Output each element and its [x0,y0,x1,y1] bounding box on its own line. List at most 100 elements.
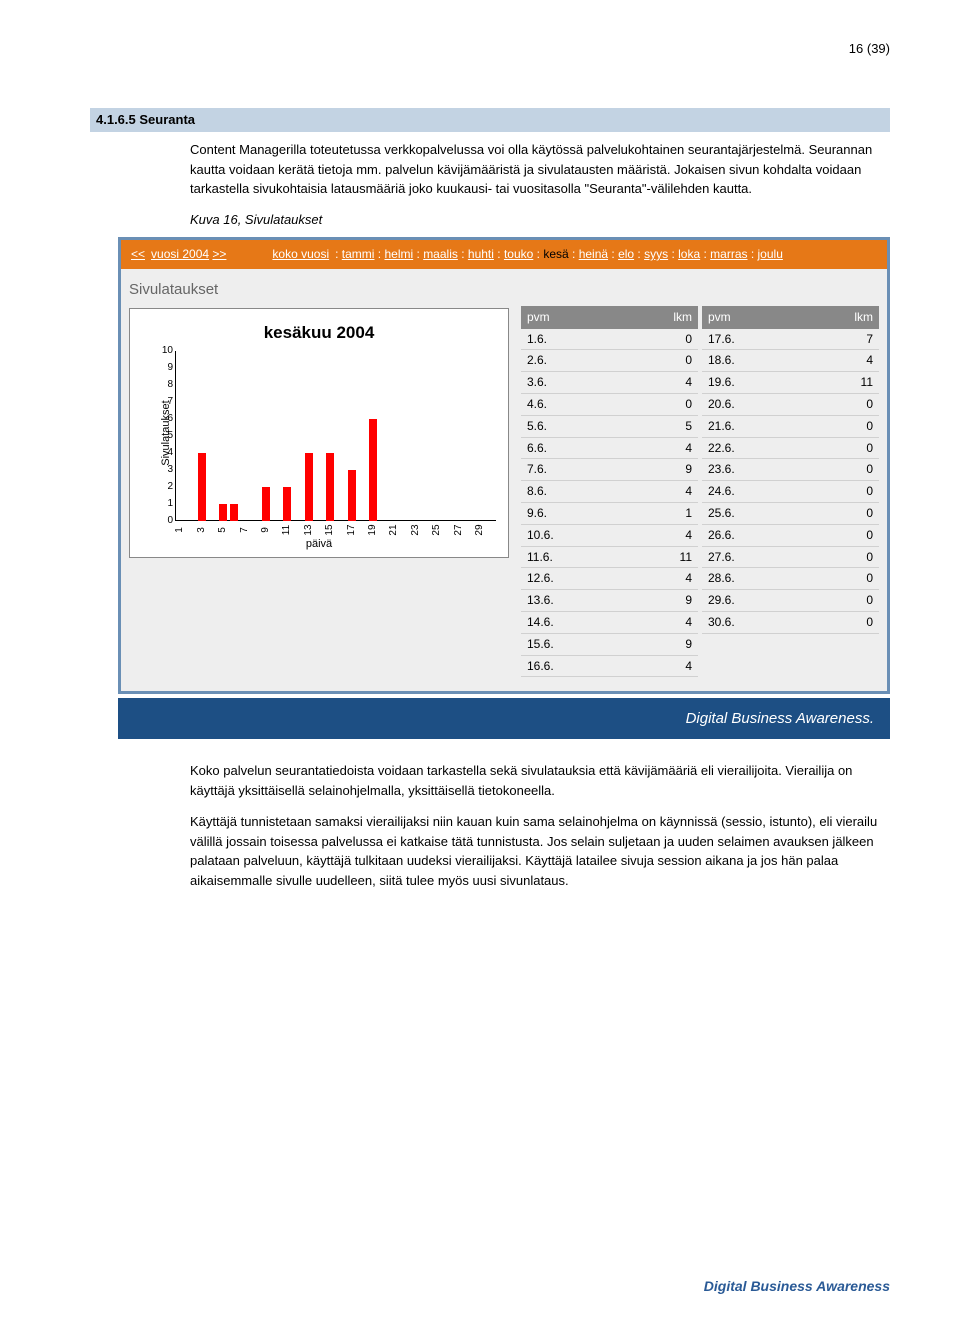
x-tick: 23 [409,524,423,535]
section-title: Seuranta [139,112,195,127]
whole-year-link[interactable]: koko vuosi [272,246,329,263]
month-elo[interactable]: elo [618,247,634,261]
table-row: 4.6.0 [521,394,698,416]
cell-value: 11 [839,372,879,393]
y-tick: 2 [167,480,173,494]
bar [219,504,227,521]
table-row: 18.6.4 [702,350,879,372]
x-tick: 13 [302,524,316,535]
y-tick: 4 [167,446,173,460]
paragraph-2: Koko palvelun seurantatiedoista voidaan … [190,761,890,800]
cell-value: 4 [839,350,879,371]
table-row: 25.6.0 [702,503,879,525]
table-row: 14.6.4 [521,612,698,634]
table-row: 29.6.0 [702,590,879,612]
cell-date: 16.6. [521,656,658,677]
month-heinä[interactable]: heinä [579,247,608,261]
table-row: 2.6.0 [521,350,698,372]
table-row: 3.6.4 [521,372,698,394]
x-tick: 7 [238,527,252,533]
year-link[interactable]: vuosi 2004 [151,247,209,261]
cell-value: 0 [839,503,879,524]
month-tammi[interactable]: tammi [342,247,375,261]
cell-date: 6.6. [521,438,658,459]
cell-date: 17.6. [702,329,839,350]
cell-date: 7.6. [521,459,658,480]
table-row: 8.6.4 [521,481,698,503]
cell-value: 4 [658,568,698,589]
month-maalis[interactable]: maalis [423,247,458,261]
table-row: 26.6.0 [702,525,879,547]
month-touko[interactable]: touko [504,247,533,261]
table-row: 13.6.9 [521,590,698,612]
cell-date: 13.6. [521,590,658,611]
cell-value: 0 [839,459,879,480]
cell-date: 26.6. [702,525,839,546]
month-kesä: kesä [543,247,568,261]
table-row: 17.6.7 [702,329,879,351]
y-tick: 9 [167,361,173,375]
cell-date: 21.6. [702,416,839,437]
dba-banner: Digital Business Awareness. [118,698,890,739]
table-row: 28.6.0 [702,568,879,590]
cell-value: 0 [839,612,879,633]
cell-date: 3.6. [521,372,658,393]
cell-value: 4 [658,612,698,633]
table-row: 5.6.5 [521,416,698,438]
month-loka[interactable]: loka [678,247,700,261]
y-tick: 0 [167,514,173,528]
table-row: 6.6.4 [521,438,698,460]
table-header: pvm lkm [521,306,698,329]
y-tick: 5 [167,429,173,443]
table-row: 30.6.0 [702,612,879,634]
x-tick: 19 [366,524,380,535]
cell-date: 4.6. [521,394,658,415]
table-row: 12.6.4 [521,568,698,590]
cell-date: 29.6. [702,590,839,611]
x-tick: 17 [345,524,359,535]
bar [230,504,238,521]
table-row: 20.6.0 [702,394,879,416]
table-row: 21.6.0 [702,416,879,438]
month-huhti[interactable]: huhti [468,247,494,261]
month-syys[interactable]: syys [644,247,668,261]
x-tick: 27 [452,524,466,535]
table-row: 24.6.0 [702,481,879,503]
table-row: 1.6.0 [521,329,698,351]
cell-value: 0 [658,350,698,371]
cell-date: 1.6. [521,329,658,350]
page-number: 16 (39) [90,40,890,58]
table-row: 23.6.0 [702,459,879,481]
cell-value: 7 [839,329,879,350]
cell-date: 23.6. [702,459,839,480]
table-row: 19.6.11 [702,372,879,394]
cell-value: 0 [839,394,879,415]
cell-date: 5.6. [521,416,658,437]
cell-value: 0 [839,547,879,568]
y-tick: 1 [167,497,173,511]
data-table: pvm lkm 1.6.02.6.03.6.44.6.05.6.56.6.47.… [521,279,879,678]
prev-year[interactable]: << [131,246,145,263]
figure-caption: Kuva 16, Sivulataukset [190,211,890,229]
x-tick: 21 [387,524,401,535]
cell-date: 12.6. [521,568,658,589]
cell-date: 18.6. [702,350,839,371]
month-marras[interactable]: marras [710,247,747,261]
table-row: 9.6.1 [521,503,698,525]
month-nav: << vuosi 2004 >> koko vuosi : tammi : he… [121,240,887,269]
table-row: 16.6.4 [521,656,698,678]
month-helmi[interactable]: helmi [384,247,413,261]
x-tick: 9 [259,527,273,533]
bar [305,453,313,521]
next-year[interactable]: >> [212,247,226,261]
stats-widget: << vuosi 2004 >> koko vuosi : tammi : he… [118,237,890,694]
y-tick: 3 [167,463,173,477]
month-joulu[interactable]: joulu [758,247,783,261]
y-tick: 7 [167,395,173,409]
y-tick: 10 [162,344,173,358]
paragraph-3: Käyttäjä tunnistetaan samaksi vierailija… [190,812,890,890]
cell-date: 10.6. [521,525,658,546]
cell-value: 4 [658,372,698,393]
cell-date: 15.6. [521,634,658,655]
cell-value: 11 [658,547,698,568]
